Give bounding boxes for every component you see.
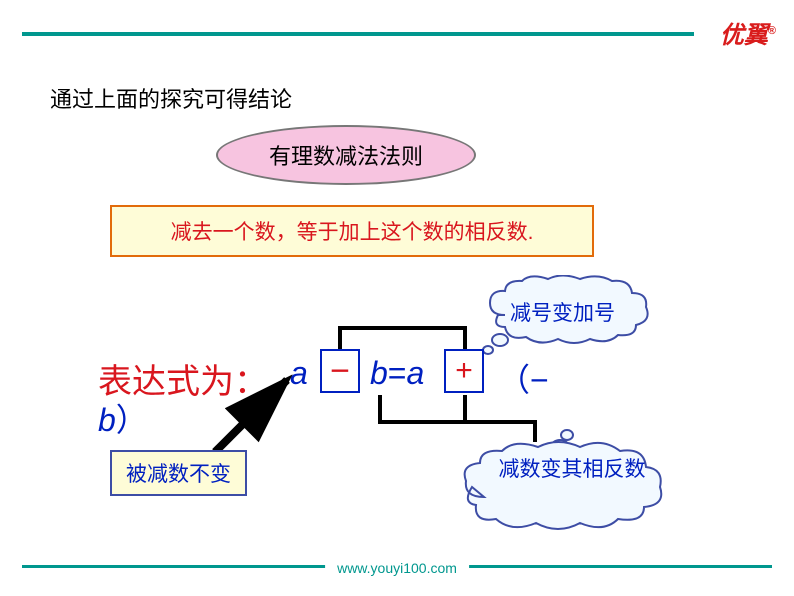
expr-beqa: b=a (370, 355, 424, 392)
logo-sup: ® (768, 25, 776, 37)
minus-box: − (320, 349, 360, 393)
expr-paren: （− (498, 355, 549, 401)
minus-sign: − (330, 354, 350, 388)
footer-url: www.youyi100.com (325, 560, 469, 576)
expr-b-close: b） (98, 395, 148, 441)
intro-text: 通过上面的探究可得结论 (50, 82, 292, 114)
cloud-subtrahend (452, 425, 670, 545)
cloud-sign-text: 减号变加号 (510, 297, 615, 327)
top-divider (22, 32, 694, 36)
ellipse-text: 有理数减法法则 (269, 139, 423, 171)
expr-a: a (290, 355, 308, 392)
title-ellipse: 有理数减法法则 (216, 125, 476, 185)
logo-text: 优翼 (720, 22, 768, 49)
expr-b: b (370, 355, 388, 391)
expr-a2: a (406, 355, 424, 391)
rule-text: 减去一个数，等于加上这个数的相反数. (171, 216, 534, 246)
minuend-text: 被减数不变 (126, 463, 231, 486)
cloud-subtrahend-text: 减数变其相反数 (492, 455, 652, 484)
minuend-label: 被减数不变 (110, 450, 247, 496)
plus-sign: + (455, 356, 473, 386)
brand-logo: 优翼® (720, 15, 776, 50)
rule-box: 减去一个数，等于加上这个数的相反数. (110, 205, 594, 257)
expr-b2-it: b (98, 402, 116, 438)
plus-box: + (444, 349, 484, 393)
